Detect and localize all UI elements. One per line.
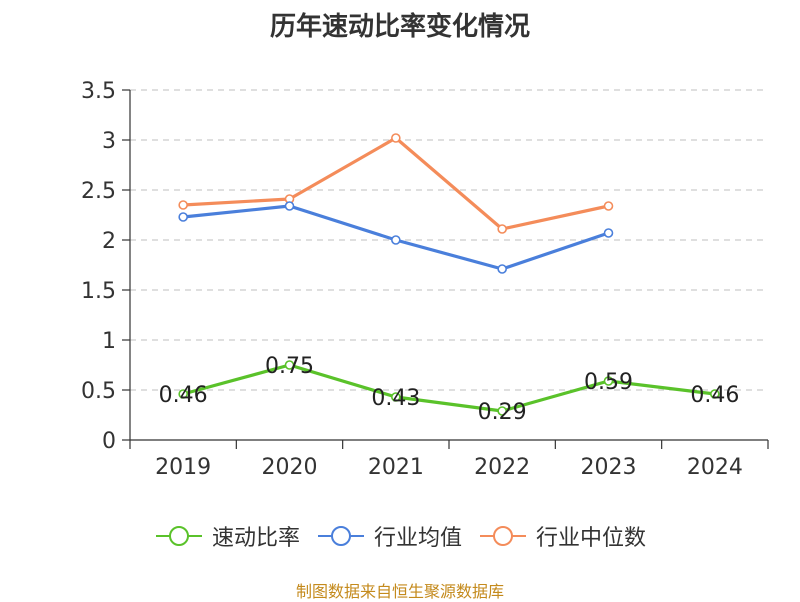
legend-marker-circle [168, 526, 189, 546]
y-tick-label: 2.5 [81, 179, 116, 204]
series-line-3 [183, 136, 609, 231]
y-tick-label: 3 [102, 129, 116, 154]
data-point-1 [284, 360, 295, 370]
chart-title: 历年速动比率变化情况 [269, 12, 530, 42]
data-point-2 [178, 212, 188, 222]
data-label: 0.46 [159, 383, 208, 408]
legend-marker-icon [317, 526, 364, 546]
x-tick-label: 2021 [368, 455, 424, 480]
legend-label: 行业中位数 [536, 526, 647, 551]
data-point-2 [391, 235, 401, 245]
data-point-1 [178, 389, 188, 399]
y-tick-label: 2 [102, 229, 116, 254]
x-tick-label: 2020 [262, 455, 318, 480]
legend-marker-icon [480, 526, 526, 546]
data-label: 0.46 [690, 383, 739, 408]
data-point-1 [391, 392, 401, 402]
legend-marker-circle [493, 526, 513, 546]
series-layer [178, 133, 720, 416]
data-point-3 [497, 224, 507, 234]
axis-layer: 0 0.5 1 1.5 2 2.5 3 3.5 2019 2020 2021 2022 2023 2024 [81, 79, 769, 480]
data-point-3 [391, 133, 401, 143]
x-tick-label: 2024 [687, 455, 743, 480]
x-tick-label: 2023 [581, 455, 637, 480]
y-tick-label: 3.5 [81, 79, 116, 104]
data-point-1 [710, 389, 720, 399]
data-point-3 [603, 201, 614, 211]
x-tick-label: 2022 [474, 455, 530, 480]
grid-layer [130, 89, 768, 391]
legend-label: 速动比率 [211, 526, 300, 551]
y-tick-label: 0 [102, 429, 116, 454]
data-point-2 [284, 201, 295, 211]
data-label: 0.43 [371, 386, 420, 411]
legend-marker-circle [330, 526, 351, 546]
legend-label: 行业均值 [373, 526, 462, 551]
data-label: 0.75 [265, 354, 314, 379]
data-label-layer: 0.46 0.75 0.43 0.29 0.59 0.46 [159, 354, 740, 425]
legend-item-3[interactable]: 行业中位数 [478, 520, 646, 552]
data-point-2 [603, 228, 614, 238]
data-point-1 [497, 406, 507, 416]
data-label: 0.59 [584, 370, 633, 395]
series-line-1 [182, 363, 716, 413]
legend: 速动比率 行业均值 行业中位数 [0, 520, 800, 552]
legend-item-2[interactable]: 行业均值 [316, 520, 462, 552]
data-label: 0.29 [478, 400, 527, 425]
legend-marker-icon [155, 526, 202, 546]
y-tick-label: 1.5 [81, 279, 116, 304]
y-tick-label: 0.5 [81, 379, 116, 404]
x-tick-label: 2019 [155, 455, 211, 480]
data-point-2 [497, 264, 507, 274]
data-point-3 [178, 200, 188, 210]
data-point-1 [603, 376, 614, 386]
y-tick-label: 1 [102, 329, 116, 354]
source-note: 制图数据来自恒生聚源数据库 [295, 582, 504, 601]
legend-item-1[interactable]: 速动比率 [154, 520, 300, 552]
